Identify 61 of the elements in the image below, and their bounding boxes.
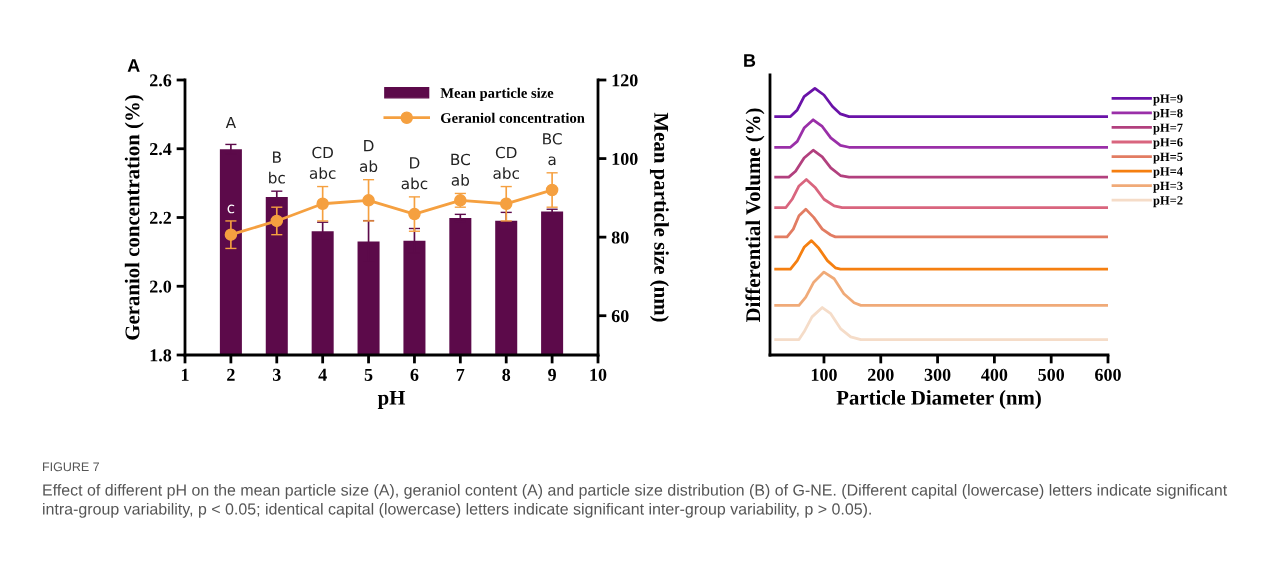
annotation: D (364, 140, 374, 152)
y2-tick-label: 120 (612, 74, 638, 87)
x-tick-label: 200 (867, 368, 894, 381)
x-tick-label: 9 (548, 368, 556, 381)
annotation: abc (493, 167, 519, 179)
annotation: bc (269, 171, 285, 184)
y-tick-label: 2.6 (150, 74, 172, 87)
annotation: BC (543, 133, 562, 145)
legend-label: Geraniol concentration (440, 112, 585, 123)
annotation: BC (451, 153, 470, 166)
x-tick-label: 2 (227, 368, 235, 381)
x-tick-label: 3 (272, 368, 281, 381)
x-tick-label: 5 (364, 368, 373, 381)
legend-label: pH=4 (1153, 167, 1183, 179)
text: Effect of different pH on the mean particle size (A), geraniol content (A) and particle size distribution (B) of G-NE. (Different capital (lowercase) letters indicate significant intra-group variability, p < 0.05; identical capital (lowercase) letters indicate significant inter-group variability, p > 0.05). (43, 484, 1228, 518)
annotation: B (273, 151, 281, 163)
legend-label: pH=7 (1153, 123, 1183, 135)
chart-title: B (744, 54, 756, 67)
x-tick-label: 6 (410, 368, 419, 381)
annotation: CD (495, 146, 517, 159)
y2-axis-title: Mean particle size (nm) (649, 112, 669, 322)
x-tick-label: 8 (502, 368, 511, 381)
annotation: ab (359, 160, 378, 173)
annotation: D (410, 157, 420, 169)
annotation: a (548, 156, 556, 166)
x-tick-label: 4 (318, 368, 327, 381)
legend-label: pH=5 (1153, 152, 1183, 164)
chart-title: A (127, 59, 140, 72)
x-tick-label: 600 (1095, 368, 1121, 381)
x-axis-title: Particle Diameter (nm) (836, 390, 1041, 410)
x-tick-label: 100 (811, 368, 837, 381)
x-axis-title: pH (377, 390, 406, 410)
annotation: ab (451, 174, 470, 186)
x-tick-label: 10 (590, 368, 607, 381)
legend-label: pH=3 (1153, 181, 1183, 193)
y-tick-label: 2.4 (150, 143, 172, 156)
y2-tick-label: 80 (611, 231, 629, 244)
y-axis-title: Differential Volume (%) (745, 108, 765, 323)
y-tick-label: 1.8 (150, 349, 172, 362)
x-tick-label: 7 (456, 368, 465, 381)
y2-tick-label: 60 (611, 309, 629, 323)
legend-label: pH=2 (1153, 196, 1183, 208)
annotation: c (227, 204, 235, 214)
legend-label: pH=6 (1153, 138, 1183, 150)
y-tick-label: 2.0 (150, 280, 172, 293)
legend-label: Mean particle size (440, 87, 554, 101)
y-tick-label: 2.2 (150, 211, 172, 225)
annotation: abc (309, 167, 336, 179)
legend-label: pH=9 (1153, 94, 1183, 106)
x-tick-label: 300 (924, 368, 951, 381)
legend-label: pH=8 (1153, 108, 1183, 120)
annotation: A (225, 116, 236, 129)
x-tick-label: 500 (1038, 368, 1065, 381)
y2-tick-label: 100 (612, 152, 638, 166)
y-axis-title: Geraniol concentration (%) (124, 95, 144, 340)
point (408, 207, 421, 221)
x-tick-label: 400 (981, 368, 1008, 381)
annotation: abc (401, 177, 428, 190)
x-tick-label: 1 (181, 368, 189, 381)
caption: FIGURE 7 (43, 462, 100, 472)
annotation: CD (312, 146, 333, 159)
